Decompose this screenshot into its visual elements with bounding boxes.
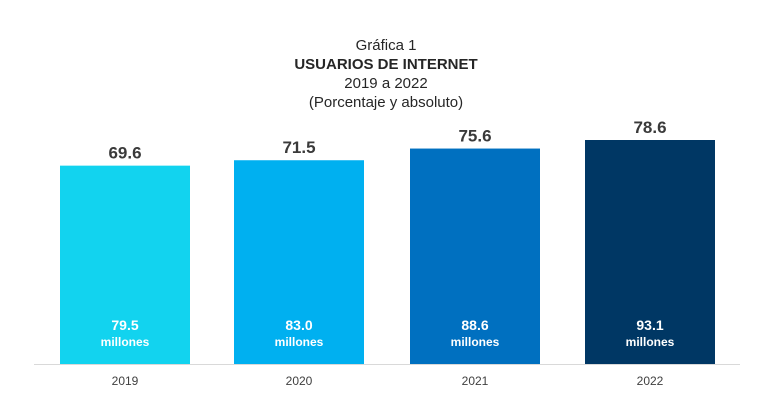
absolute-label-2022: 93.1 [636,317,663,333]
bar-2020 [234,160,364,364]
bar-2022 [585,140,715,364]
unit-label-2022: millones [626,335,675,349]
chart-period: 2019 a 2022 [344,75,428,92]
value-label-2020: 71.5 [282,138,315,157]
absolute-label-2021: 88.6 [461,317,488,333]
x-tick-label-2019: 2019 [112,374,139,388]
unit-label-2021: millones [451,335,500,349]
chart-subtitle: (Porcentaje y absoluto) [308,94,464,111]
absolute-label-2019: 79.5 [111,317,138,333]
chart-title-block: Gráfica 1 USUARIOS DE INTERNET 2019 a 20… [0,36,772,112]
x-tick-label-2022: 2022 [637,374,664,388]
absolute-label-2020: 83.0 [285,317,312,333]
unit-label-2020: millones [275,335,324,349]
x-tick-label-2021: 2021 [462,374,489,388]
unit-label-2019: millones [101,335,150,349]
value-label-2021: 75.6 [458,127,491,146]
value-label-2022: 78.6 [633,118,666,137]
x-tick-label-2020: 2020 [286,374,313,388]
chart-caption: Gráfica 1 [355,37,417,54]
value-label-2019: 69.6 [108,144,141,163]
bar-2021 [410,148,540,364]
chart-title: USUARIOS DE INTERNET [294,56,478,73]
bar-2019 [60,165,190,364]
